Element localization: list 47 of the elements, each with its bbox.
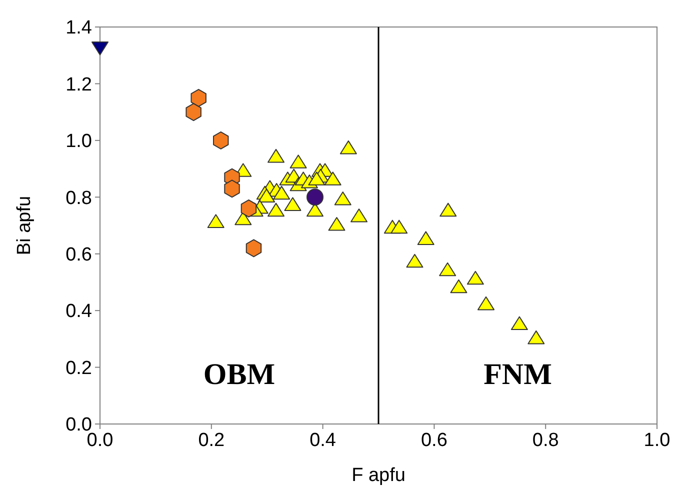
point xyxy=(268,148,285,163)
point xyxy=(306,188,324,206)
point xyxy=(324,172,342,186)
x-tick-label: 0.4 xyxy=(310,430,336,451)
point xyxy=(450,279,468,294)
point xyxy=(290,154,307,168)
y-tick-label: 0.4 xyxy=(66,301,92,322)
point xyxy=(328,217,346,231)
point xyxy=(439,262,456,276)
y-tick-label: 0.8 xyxy=(66,188,92,209)
point xyxy=(334,191,352,206)
x-tick-label: 0.2 xyxy=(198,430,225,451)
point xyxy=(258,188,276,202)
point xyxy=(207,214,224,228)
point xyxy=(308,172,326,186)
point xyxy=(466,270,484,285)
point xyxy=(390,220,408,234)
point xyxy=(234,211,252,226)
point xyxy=(213,131,229,150)
x-tick-label: 1.0 xyxy=(644,430,670,451)
point xyxy=(273,186,290,200)
y-tick-label: 1.0 xyxy=(66,131,92,152)
point xyxy=(240,199,257,218)
y-tick-label: 0.6 xyxy=(66,244,92,266)
point xyxy=(406,254,424,268)
point xyxy=(510,316,528,330)
x-axis-title: F apfu xyxy=(352,465,406,486)
point xyxy=(528,330,545,344)
point xyxy=(186,103,202,122)
point xyxy=(350,208,368,222)
annotation: FNM xyxy=(484,358,552,391)
y-tick-label: 1.2 xyxy=(66,74,92,96)
point xyxy=(284,197,302,211)
point xyxy=(417,231,434,245)
y-tick-label: 0.2 xyxy=(66,358,92,379)
x-tick-label: 0.6 xyxy=(420,430,448,451)
y-axis-title: Bi apfu xyxy=(14,196,35,256)
point xyxy=(340,140,357,154)
x-tick-label: 0.0 xyxy=(86,430,114,451)
point xyxy=(440,202,457,217)
point xyxy=(478,296,494,310)
point xyxy=(224,180,240,198)
x-tick-label: 0.8 xyxy=(532,430,559,451)
point xyxy=(190,88,206,107)
annotation: OBM xyxy=(203,358,276,391)
y-tick-label: 1.4 xyxy=(66,18,92,39)
point xyxy=(268,202,285,217)
